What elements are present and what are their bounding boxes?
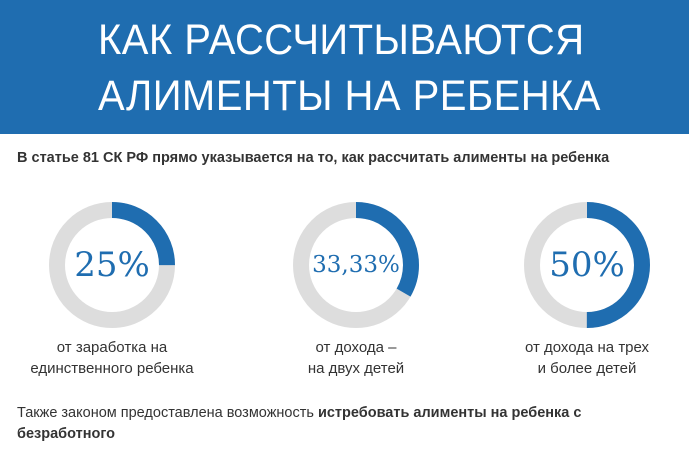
caption-line: от дохода на трех xyxy=(524,339,650,356)
title-banner: КАК РАССЧИТЫВАЮТСЯ АЛИМЕНТЫ НА РЕБЕНКА xyxy=(0,0,689,134)
stat-card-two-children: 33,33% от дохода – на двух детей xyxy=(256,200,456,390)
progress-ring: 50% xyxy=(522,200,652,330)
caption-line: и более детей xyxy=(537,360,637,377)
ring-fill xyxy=(49,202,175,328)
stat-card-three-children: 50% от дохода на трех и более детей xyxy=(487,200,687,390)
page-title-line-2: АЛИМЕНТЫ НА РЕБЕНКА xyxy=(98,72,601,120)
percent-value: 25% xyxy=(74,245,150,285)
ring-fill xyxy=(524,202,650,328)
caption-line: единственного ребенка xyxy=(30,360,194,377)
ring-graphic xyxy=(49,202,175,328)
footer-highlight: истребовать алименты на ребенка с безраб… xyxy=(17,405,582,442)
percent-value: 50% xyxy=(549,245,625,285)
stat-card-one-child: 25% от заработка на единственного ребенк… xyxy=(12,200,212,390)
progress-ring: 33,33% xyxy=(291,200,421,330)
page-title-line-1: КАК РАССЧИТЫВАЮТСЯ xyxy=(98,16,585,64)
ring-fill xyxy=(293,202,419,328)
footer-text: Также законом предоставлена возможность xyxy=(17,405,318,421)
caption-line: на двух детей xyxy=(307,360,405,377)
page-title: КАК РАССЧИТЫВАЮТСЯ АЛИМЕНТЫ НА РЕБЕНКА xyxy=(98,12,637,124)
stat-caption: от заработка на единственного ребенка xyxy=(12,337,212,379)
ring-graphic xyxy=(524,202,650,328)
caption-line: от дохода – xyxy=(315,339,397,356)
percent-value: 33,33% xyxy=(312,252,400,278)
stat-caption: от дохода – на двух детей xyxy=(256,337,456,379)
intro-text: В статье 81 СК РФ прямо указывается на т… xyxy=(17,150,610,166)
stat-caption: от дохода на трех и более детей xyxy=(487,337,687,379)
footer-note: Также законом предоставлена возможность … xyxy=(17,403,682,445)
caption-line: от заработка на xyxy=(56,339,168,356)
progress-ring: 25% xyxy=(47,200,177,330)
ring-graphic xyxy=(293,202,419,328)
